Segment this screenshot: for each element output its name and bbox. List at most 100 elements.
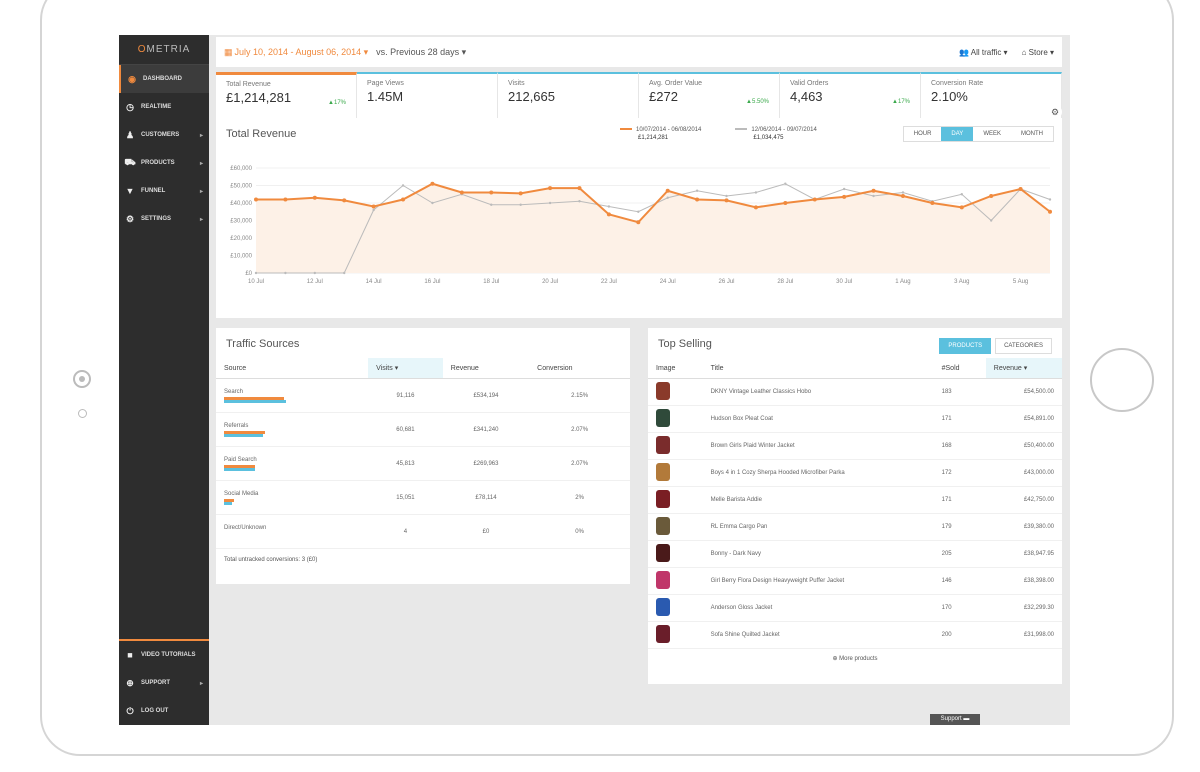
data-point[interactable]: [607, 205, 611, 208]
data-point[interactable]: [342, 198, 347, 203]
product-image[interactable]: [656, 436, 670, 454]
data-point[interactable]: [1048, 209, 1052, 214]
data-point[interactable]: [401, 184, 405, 187]
product-image[interactable]: [656, 409, 670, 427]
data-point[interactable]: [283, 197, 288, 202]
data-point[interactable]: [1048, 198, 1052, 201]
product-image[interactable]: [656, 598, 670, 616]
product-image[interactable]: [656, 490, 670, 508]
table-row[interactable]: Referrals 60,681 £341,240 2.07%: [216, 412, 630, 447]
granularity-month[interactable]: MONTH: [1021, 131, 1043, 137]
data-point[interactable]: [254, 197, 258, 202]
table-row[interactable]: Girl Berry Flora Design Heavyweight Puff…: [648, 567, 1062, 595]
data-point[interactable]: [430, 181, 435, 186]
table-row[interactable]: RL Emma Cargo Pan 179 £39,380.00: [648, 513, 1062, 541]
data-point[interactable]: [254, 271, 258, 275]
data-point[interactable]: [724, 198, 729, 203]
data-point[interactable]: [872, 194, 875, 198]
sidebar-item-customers[interactable]: ♟ CUSTOMERS ▸: [119, 121, 209, 149]
product-title[interactable]: Boys 4 in 1 Cozy Sherpa Hooded Microfibe…: [702, 459, 934, 487]
granularity-day[interactable]: DAY: [941, 127, 974, 141]
data-point[interactable]: [871, 188, 876, 193]
table-row[interactable]: Hudson Box Pleat Coat 171 £54,891.00: [648, 405, 1062, 433]
sidebar-item-products[interactable]: ⛟ PRODUCTS ▸: [119, 149, 209, 177]
data-point[interactable]: [284, 271, 287, 275]
data-point[interactable]: [783, 201, 788, 205]
product-title[interactable]: Girl Berry Flora Design Heavyweight Puff…: [702, 567, 934, 595]
data-point[interactable]: [548, 186, 553, 191]
table-row[interactable]: Anderson Gloss Jacket 170 £32,299.30: [648, 594, 1062, 622]
toggle-products[interactable]: PRODUCTS: [939, 338, 992, 354]
data-point[interactable]: [578, 200, 581, 203]
table-row[interactable]: DKNY Vintage Leather Classics Hobo 183 £54…: [648, 378, 1062, 406]
product-image[interactable]: [656, 571, 670, 589]
data-point[interactable]: [518, 191, 523, 196]
kpi-card[interactable]: Valid Orders 4,463 ▲17%: [780, 72, 921, 118]
granularity-hour[interactable]: HOUR: [913, 131, 932, 137]
data-point[interactable]: [490, 203, 493, 206]
data-point[interactable]: [989, 194, 994, 198]
product-image[interactable]: [656, 463, 670, 481]
data-point[interactable]: [812, 197, 817, 202]
data-point[interactable]: [371, 204, 376, 209]
column-header[interactable]: Visits ▾: [368, 358, 443, 379]
date-range-picker[interactable]: July 10, 2014 - August 06, 2014 ▾: [234, 46, 369, 57]
data-point[interactable]: [577, 186, 582, 191]
product-title[interactable]: Anderson Gloss Jacket: [702, 594, 934, 622]
data-point[interactable]: [401, 197, 406, 202]
data-point[interactable]: [1018, 187, 1023, 191]
home-button[interactable]: [1090, 348, 1154, 412]
more-products-link[interactable]: ⊕ More products: [832, 656, 878, 662]
data-point[interactable]: [960, 193, 963, 196]
traffic-filter[interactable]: 👥 All traffic ▾: [959, 48, 1008, 57]
data-point[interactable]: [695, 197, 700, 202]
kpi-card[interactable]: Page Views 1.45M: [357, 72, 498, 118]
sidebar-item-log-out[interactable]: ⏻ LOG OUT: [119, 697, 209, 725]
data-point[interactable]: [725, 194, 728, 198]
table-row[interactable]: Social Media 15,051 £78,114 2%: [216, 480, 630, 515]
data-point[interactable]: [842, 187, 846, 191]
data-point[interactable]: [312, 195, 317, 200]
toggle-categories[interactable]: CATEGORIES: [995, 338, 1052, 354]
data-point[interactable]: [754, 191, 758, 194]
table-row[interactable]: Brown Girls Plaid Winter Jacket 168 £50,40…: [648, 432, 1062, 460]
data-point[interactable]: [665, 188, 670, 193]
kpi-card[interactable]: Avg. Order Value £272 ▲5.50%: [639, 72, 780, 118]
product-title[interactable]: RL Emma Cargo Pan: [702, 513, 934, 541]
column-header[interactable]: Image: [648, 358, 703, 379]
product-title[interactable]: Hudson Box Pleat Coat: [702, 405, 934, 433]
data-point[interactable]: [784, 182, 787, 185]
logo[interactable]: OMETRIA: [119, 35, 209, 65]
column-header[interactable]: Revenue ▾: [985, 358, 1062, 379]
data-point[interactable]: [606, 212, 611, 217]
table-row[interactable]: Sofa Shine Quilted Jacket 200 £31,998.00: [648, 621, 1062, 649]
data-point[interactable]: [930, 201, 935, 205]
kpi-card[interactable]: Visits 212,665: [498, 72, 639, 118]
data-point[interactable]: [636, 220, 641, 225]
product-title[interactable]: Melle Barista Addie: [702, 486, 934, 514]
data-point[interactable]: [637, 210, 640, 213]
calendar-icon[interactable]: ▦: [224, 46, 233, 57]
column-header[interactable]: Title: [702, 358, 934, 379]
data-point[interactable]: [695, 189, 699, 192]
granularity-week[interactable]: WEEK: [983, 131, 1001, 137]
data-point[interactable]: [901, 191, 905, 194]
data-point[interactable]: [959, 205, 964, 210]
sidebar-item-funnel[interactable]: ▼ FUNNEL ▸: [119, 177, 209, 205]
table-row[interactable]: Paid Search 45,813 £269,963 2.07%: [216, 446, 630, 481]
kpi-card[interactable]: Conversion Rate 2.10%: [921, 72, 1062, 118]
data-point[interactable]: [431, 201, 434, 205]
sidebar-item-support[interactable]: ⊕ SUPPORT ▸: [119, 669, 209, 697]
data-point[interactable]: [548, 201, 552, 205]
data-point[interactable]: [343, 271, 346, 275]
product-image[interactable]: [656, 544, 670, 562]
product-image[interactable]: [656, 625, 670, 643]
data-point[interactable]: [989, 219, 993, 222]
data-point[interactable]: [489, 190, 494, 195]
comparison-picker[interactable]: vs. Previous 28 days ▾: [376, 46, 467, 57]
gear-icon[interactable]: ⚙: [1048, 105, 1062, 119]
product-title[interactable]: Brown Girls Plaid Winter Jacket: [702, 432, 934, 460]
product-title[interactable]: Sofa Shine Quilted Jacket: [702, 621, 934, 649]
sidebar-item-settings[interactable]: ⚙ SETTINGS ▸: [119, 205, 209, 233]
table-row[interactable]: Melle Barista Addie 171 £42,750.00: [648, 486, 1062, 514]
